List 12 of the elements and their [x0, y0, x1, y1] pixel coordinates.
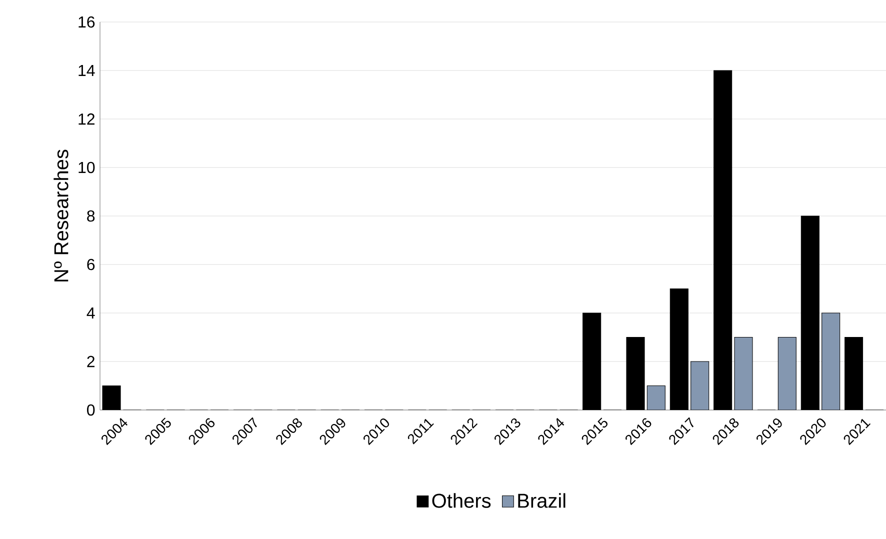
y-tick-label: 14	[78, 65, 95, 76]
legend-label: Brazil	[518, 493, 566, 508]
y-tick-label: 0	[87, 404, 95, 416]
y-tick-label: 8	[87, 210, 95, 222]
y-tick-label: 10	[78, 162, 95, 174]
y-tick-label: 12	[78, 113, 94, 125]
legend-label: Others	[432, 493, 491, 508]
y-tick-label: 16	[78, 16, 95, 28]
y-tick-label: 4	[86, 307, 95, 318]
y-tick-label: 2	[87, 356, 94, 368]
y-tick-label: 6	[87, 258, 95, 270]
y-axis-title: Nº Researches	[54, 150, 68, 282]
